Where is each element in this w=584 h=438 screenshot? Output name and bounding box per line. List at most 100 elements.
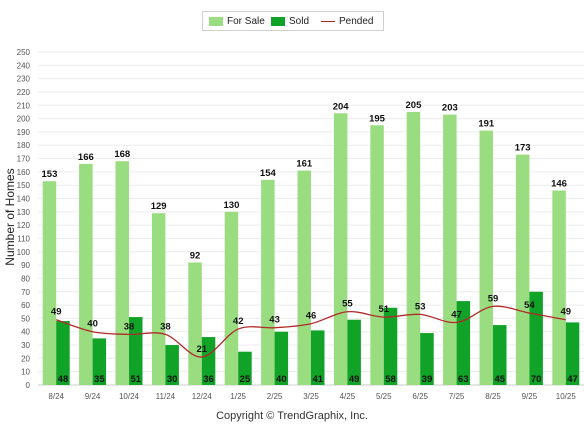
bar-for-sale	[515, 154, 530, 385]
bar-for-sale	[188, 262, 202, 385]
legend-swatch-pended	[321, 20, 335, 22]
bar-sold	[165, 345, 179, 385]
legend-swatch-for-sale	[209, 16, 223, 26]
bar-for-sale	[370, 125, 384, 385]
y-tick-label: 160	[17, 168, 31, 177]
bar-for-sale	[151, 213, 166, 385]
data-label-for-sale: 195	[369, 113, 386, 124]
bar-for-sale	[479, 130, 493, 385]
bar-for-sale	[443, 114, 457, 385]
y-tick-label: 110	[17, 234, 30, 243]
x-tick-label: 12/24	[192, 392, 213, 401]
bar-for-sale	[42, 181, 57, 385]
data-label-sold: 49	[349, 374, 360, 385]
x-tick-label: 8/24	[48, 392, 64, 401]
legend-item-for-sale: For Sale	[209, 15, 265, 29]
data-label-sold: 40	[276, 374, 287, 385]
legend-label-for-sale: For Sale	[227, 16, 265, 27]
data-label-pended: 47	[451, 309, 462, 320]
y-tick-label: 10	[21, 368, 30, 377]
data-label-for-sale: 203	[442, 103, 458, 114]
bar-sold	[347, 319, 361, 385]
y-tick-label: 200	[17, 115, 31, 124]
data-label-sold: 30	[167, 374, 178, 385]
data-label-sold: 35	[94, 374, 105, 385]
x-tick-label: 7/25	[449, 392, 465, 401]
bar-for-sale	[333, 113, 348, 385]
data-label-pended: 43	[269, 315, 280, 326]
data-label-pended: 42	[233, 316, 244, 327]
y-tick-label: 50	[21, 314, 30, 323]
x-tick-label: 4/25	[340, 392, 356, 401]
data-label-for-sale: 130	[224, 200, 240, 211]
data-label-sold: 41	[312, 374, 323, 385]
y-tick-label: 0	[26, 381, 31, 390]
data-label-pended: 54	[524, 300, 535, 311]
data-label-for-sale: 146	[551, 179, 567, 190]
data-label-for-sale: 161	[296, 159, 313, 170]
bar-sold	[565, 322, 580, 385]
x-tick-label: 1/25	[230, 392, 246, 401]
legend-item-sold: Sold	[271, 15, 309, 29]
data-label-pended: 51	[379, 304, 390, 315]
data-label-pended: 55	[342, 299, 353, 310]
data-label-for-sale: 168	[114, 149, 130, 160]
x-tick-label: 9/25	[522, 392, 538, 401]
y-tick-label: 250	[17, 48, 31, 57]
bar-for-sale	[224, 211, 239, 385]
y-tick-label: 70	[21, 288, 30, 297]
y-tick-label: 80	[21, 274, 30, 283]
legend-label-sold: Sold	[289, 16, 310, 27]
y-tick-label: 30	[21, 341, 30, 350]
y-tick-label: 170	[17, 155, 31, 164]
data-label-pended: 38	[160, 321, 171, 332]
legend-item-pended: Pended	[321, 15, 373, 29]
line-pended	[55, 305, 566, 358]
x-tick-label: 10/25	[556, 392, 577, 401]
y-tick-label: 130	[17, 208, 31, 217]
data-label-sold: 47	[567, 374, 578, 385]
data-label-sold: 48	[58, 374, 69, 385]
data-label-pended: 40	[87, 319, 98, 330]
x-tick-label: 11/24	[156, 392, 176, 401]
x-tick-label: 9/24	[85, 392, 101, 401]
bar-for-sale	[552, 190, 566, 385]
legend: For Sale Sold Pended	[202, 11, 384, 31]
copyright: Copyright © TrendGraphix, Inc.	[216, 410, 368, 422]
y-tick-label: 180	[17, 141, 31, 150]
x-tick-label: 3/25	[303, 392, 319, 401]
data-label-sold: 51	[130, 374, 141, 385]
legend-label-pended: Pended	[339, 16, 374, 27]
x-tick-label: 5/25	[376, 392, 392, 401]
y-tick-label: 20	[21, 354, 30, 363]
data-label-for-sale: 191	[478, 119, 495, 130]
y-tick-label: 120	[17, 221, 31, 230]
data-label-sold: 63	[458, 374, 469, 385]
data-label-sold: 39	[422, 374, 433, 385]
data-label-pended: 49	[51, 307, 62, 318]
bar-for-sale	[79, 163, 93, 385]
bar-for-sale	[406, 111, 421, 385]
x-tick-label: 8/25	[485, 392, 501, 401]
data-label-for-sale: 205	[406, 100, 423, 111]
y-tick-label: 60	[21, 301, 30, 310]
bar-for-sale	[115, 161, 129, 385]
y-tick-label: 240	[17, 61, 31, 70]
x-tick-label: 2/25	[267, 392, 283, 401]
y-tick-label: 100	[17, 248, 31, 257]
bar-sold	[493, 325, 507, 385]
data-label-for-sale: 154	[260, 168, 277, 179]
bar-for-sale	[261, 179, 275, 385]
bar-sold	[383, 307, 398, 385]
data-label-sold: 58	[385, 374, 396, 385]
bar-sold	[274, 331, 289, 385]
data-label-pended: 59	[488, 293, 499, 304]
data-label-sold: 25	[240, 374, 251, 385]
legend-swatch-sold	[271, 16, 285, 26]
bar-for-sale	[297, 170, 311, 385]
data-label-for-sale: 173	[515, 143, 531, 154]
data-label-sold: 45	[494, 374, 505, 385]
y-tick-label: 190	[17, 128, 31, 137]
y-tick-label: 150	[17, 181, 31, 190]
